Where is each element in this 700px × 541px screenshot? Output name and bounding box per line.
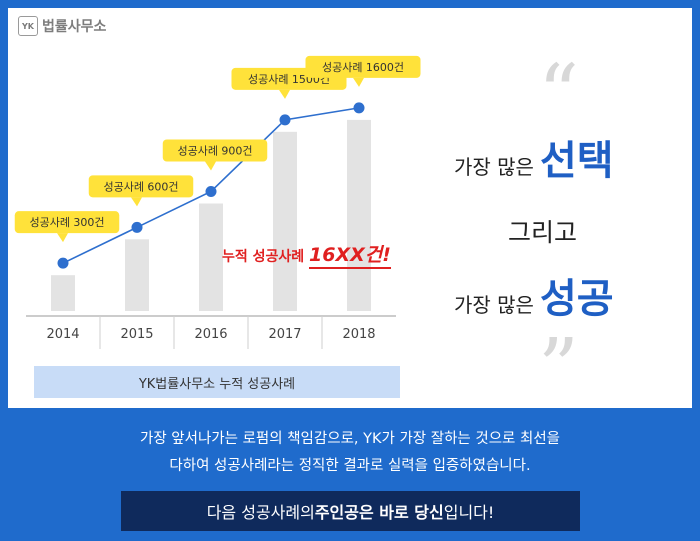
cta-banner: 다음 성공사례의 주인공은 바로 당신 입니다! [121,491,580,531]
slogan-line-1: 가장 많은 선택 [454,128,614,186]
callout-bubble [88,175,194,198]
slogan-line1-small: 가장 많은 [454,155,534,179]
data-point [279,114,291,126]
description: 가장 앞서나가는 로펌의 책임감으로, YK가 가장 잘하는 것으로 최선을 다… [0,426,700,480]
cta-post: 입니다! [443,503,495,522]
data-label: 성공사례 600건 [103,180,178,193]
bar [347,119,371,311]
callout-pointer [353,77,364,87]
cumulative-annotation: 누적 성공사례 16XX건! [222,240,391,269]
bar [51,275,75,311]
bar [273,131,297,311]
data-point [353,102,365,114]
description-line-2: 다하여 성공사례라는 정직한 결과로 실력을 입증하였습니다. [169,458,531,474]
bar [125,239,149,311]
logo-text: 법률사무소 [42,19,107,35]
cta-pre: 다음 성공사례의 [206,503,315,522]
callout-bubble [305,55,421,78]
x-tick-label: 2016 [194,327,227,342]
slogan-line3-big: 성공 [539,276,614,322]
slogan-line-2: 그리고 [508,218,578,247]
slogan-line3-small: 가장 많은 [454,293,534,317]
description-line-1: 가장 앞서나가는 로펌의 책임감으로, YK가 가장 잘하는 것으로 최선을 [139,431,561,447]
x-tick-label: 2014 [46,327,79,342]
callout-pointer [57,233,68,243]
x-tick-label: 2017 [268,327,301,342]
callout-pointer [279,89,290,99]
open-quote-icon: “ [538,47,579,140]
data-label: 성공사례 300건 [29,216,104,229]
annotation-highlight: 16XX건! [309,244,391,269]
callout-bubble [14,211,120,234]
close-quote-icon: ” [538,321,579,414]
bar [199,203,223,311]
chart-xlabel: YK법률사무소 누적 성공사례 [34,366,400,398]
callout-pointer [131,197,142,207]
x-tick-label: 2018 [342,327,375,342]
callout-bubble [162,139,268,162]
slogan-line-3: 가장 많은 성공 [454,266,614,324]
data-point [131,221,143,233]
content-card: YK 법률사무소 2014 2015 2016 2017 2018 성공사례 300건 성공… [8,8,692,408]
annotation-prefix: 누적 성공사례 [222,249,310,265]
logo-mark: YK [18,16,38,36]
chart: 2014 2015 2016 2017 2018 성공사례 300건 성공사례 600건 성공… [14,55,421,349]
cta-bold: 주인공은 바로 당신 [314,503,444,522]
slogan-line1-big: 선택 [539,138,614,184]
x-tick-label: 2015 [120,327,153,342]
data-point [57,257,69,269]
callout-pointer [205,161,216,171]
data-label: 성공사례 900건 [177,145,252,158]
data-label: 성공사례 1600건 [322,61,404,74]
data-point [205,186,217,197]
logo: YK 법률사무소 [18,16,106,36]
